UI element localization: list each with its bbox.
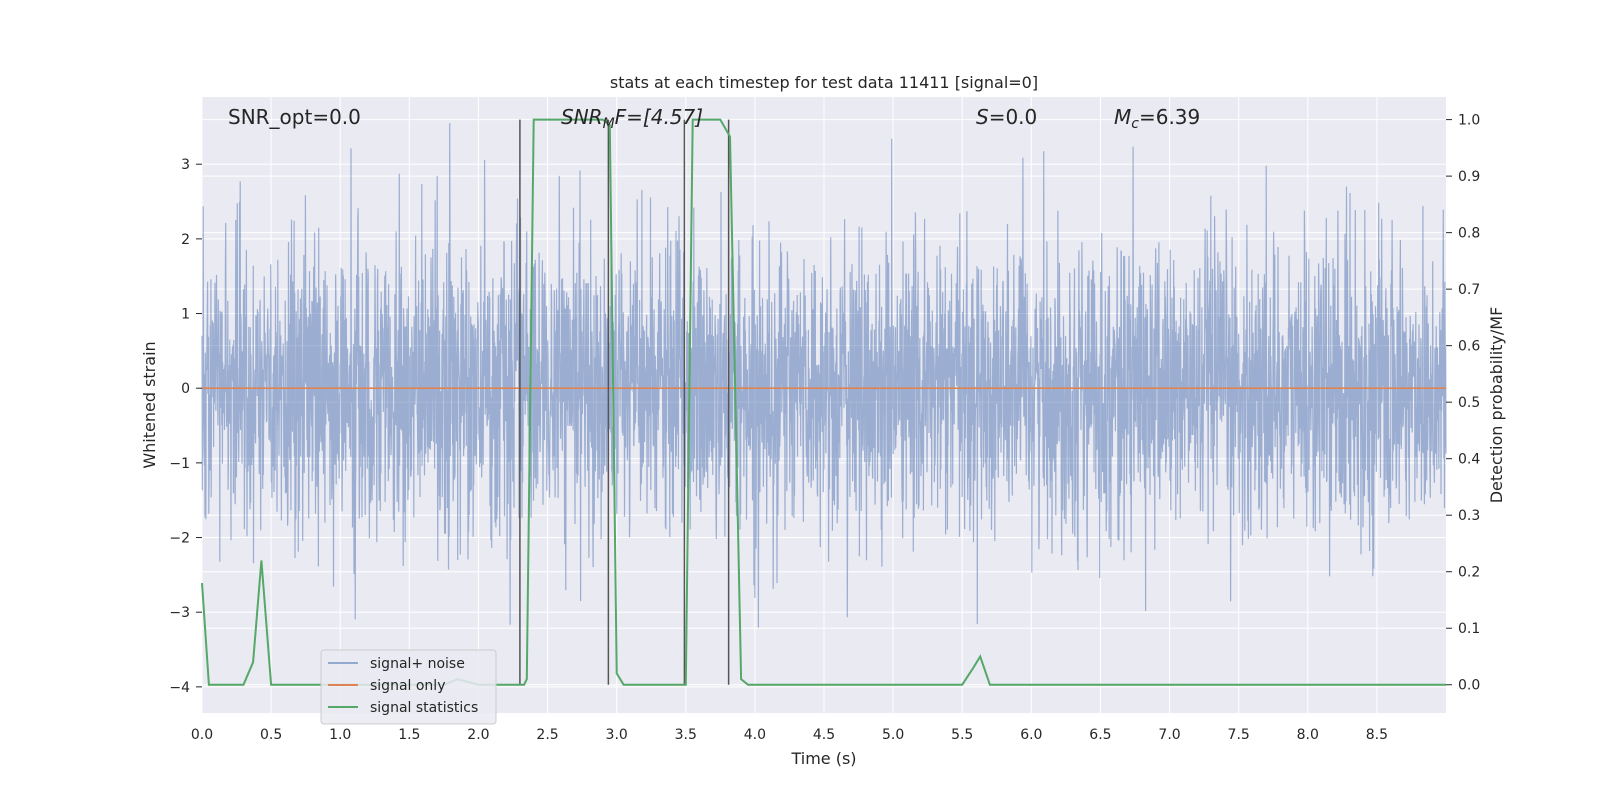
legend: signal+ noise signal only signal statist… <box>320 649 497 725</box>
right-y-tick-label: 0.5 <box>1458 395 1480 411</box>
signal-noise-series <box>201 123 1447 628</box>
y-tick-label: 3 <box>181 157 190 173</box>
x-axis-label: Time (s) <box>790 749 856 768</box>
x-tick-label: 3.0 <box>606 727 628 743</box>
x-axis-ticks: 0.0 0.5 1.0 1.5 2.0 2.5 3.0 3.5 4.0 4.5 5.0 5.5 6.0 6… <box>191 727 1388 743</box>
x-tick-label: 0.5 <box>260 727 282 743</box>
signal-statistics-series <box>201 118 1446 686</box>
legend-label-signal: signal only <box>370 678 445 694</box>
signal-noise-line <box>201 123 1447 628</box>
y-axis-label: Whitened strain <box>140 341 159 468</box>
s-main: S <box>976 105 989 129</box>
x-tick-label: 8.5 <box>1366 727 1388 743</box>
mc-main: M <box>1114 105 1131 129</box>
detection-vertical-lines <box>519 119 730 685</box>
y-tick-label: −3 <box>169 605 190 621</box>
s-annotation: S=0.0 <box>976 105 1037 129</box>
right-y-tick-label: 0.1 <box>1458 621 1480 637</box>
right-y-tick-label: 0.4 <box>1458 452 1480 468</box>
right-y-tick-label: 0.8 <box>1458 226 1480 242</box>
right-y-tick-label: 0.0 <box>1458 678 1480 694</box>
x-tick-label: 6.5 <box>1089 727 1111 743</box>
x-tick-label: 3.5 <box>675 727 697 743</box>
right-y-tick-label: 0.7 <box>1458 282 1480 298</box>
y-tick-label: 1 <box>181 307 190 323</box>
x-tick-label: 5.5 <box>951 727 973 743</box>
right-y-axis-label: Detection probability/MF <box>1487 307 1506 504</box>
x-tick-label: 2.5 <box>536 727 558 743</box>
snr-mf-annotation: SNRMF=[4.57] <box>561 105 703 132</box>
y-tick-label: −1 <box>169 456 190 472</box>
right-y-tick-label: 0.3 <box>1458 508 1480 524</box>
snr-mf-rest: F=[4.57] <box>615 105 703 129</box>
y-tick-label: 2 <box>181 232 190 248</box>
x-tick-label: 2.0 <box>467 727 489 743</box>
y-tick-label: 0 <box>181 381 190 397</box>
legend-box <box>320 649 497 725</box>
y-axis-ticks: 3 2 1 0 −1 −2 −3 −4 <box>169 157 202 696</box>
x-tick-label: 1.0 <box>329 727 351 743</box>
mc-annotation: Mc=6.39 <box>1114 105 1200 132</box>
chart-title: stats at each timestep for test data 114… <box>610 73 1038 92</box>
x-tick-label: 7.0 <box>1158 727 1180 743</box>
right-y-tick-label: 0.9 <box>1458 169 1480 185</box>
y-tick-label: −4 <box>169 680 190 696</box>
mc-rest: =6.39 <box>1139 105 1200 129</box>
y-tick-label: −2 <box>169 531 190 547</box>
right-y-axis-ticks: 1.0 0.9 0.8 0.7 0.6 0.5 0.4 0.3 0.2 0.1 0.0 <box>1446 113 1480 694</box>
x-tick-label: 1.5 <box>398 727 420 743</box>
right-y-tick-label: 1.0 <box>1458 113 1480 129</box>
s-rest: =0.0 <box>989 105 1038 129</box>
mc-sub: c <box>1131 116 1139 132</box>
signal-statistics-line <box>201 118 1446 686</box>
x-tick-label: 4.0 <box>744 727 766 743</box>
x-tick-label: 5.0 <box>882 727 904 743</box>
x-tick-label: 8.0 <box>1297 727 1319 743</box>
x-tick-label: 6.0 <box>1020 727 1042 743</box>
snr-opt-annotation: SNR_opt=0.0 <box>228 105 361 129</box>
snr-mf-main: SNR <box>561 105 603 129</box>
legend-label-noise: signal+ noise <box>370 656 465 672</box>
right-y-tick-label: 0.6 <box>1458 339 1480 355</box>
x-tick-label: 0.0 <box>191 727 213 743</box>
legend-label-stats: signal statistics <box>370 700 478 716</box>
x-tick-label: 7.5 <box>1228 727 1250 743</box>
snr-mf-sub: M <box>603 116 615 132</box>
right-y-tick-label: 0.2 <box>1458 565 1480 581</box>
x-tick-label: 4.5 <box>813 727 835 743</box>
